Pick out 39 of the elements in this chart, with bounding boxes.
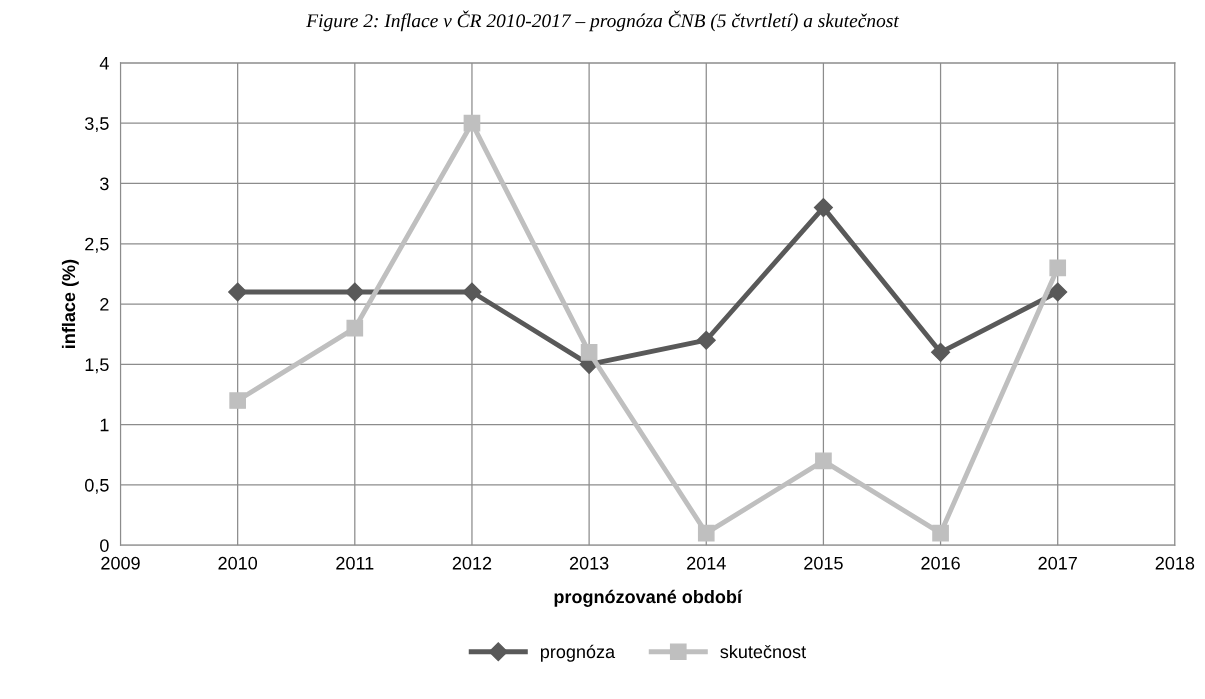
point bbox=[696, 330, 716, 350]
point bbox=[815, 452, 832, 470]
point bbox=[228, 282, 248, 302]
y-tick-label: 1,5 bbox=[85, 358, 109, 374]
x-tick-label: 2011 bbox=[336, 556, 374, 570]
y-tick-label: 2,5 bbox=[85, 237, 109, 253]
point bbox=[813, 198, 833, 218]
point bbox=[462, 282, 482, 302]
y-tick-label: 0,5 bbox=[85, 478, 109, 494]
chart-title: Figure 2: Inflace v ČR 2010-2017 – prognóza ČNB (5 čtvrtletí) a skutečnost bbox=[306, 10, 900, 32]
point bbox=[697, 524, 715, 542]
point bbox=[580, 343, 598, 361]
point bbox=[229, 392, 246, 409]
x-tick-label: 2017 bbox=[1038, 556, 1077, 570]
x-tick-label: 2016 bbox=[921, 556, 960, 570]
x-tick-label: 2018 bbox=[1155, 556, 1195, 570]
point bbox=[1049, 259, 1067, 277]
legend-label: prognóza bbox=[540, 644, 616, 662]
y-tick-label: 4 bbox=[99, 57, 109, 70]
x-tick-label: 2013 bbox=[569, 556, 609, 570]
y-tick-label: 3 bbox=[100, 177, 109, 191]
point bbox=[1048, 282, 1068, 302]
point bbox=[931, 342, 951, 362]
x-tick-label: 2009 bbox=[101, 556, 140, 570]
point bbox=[463, 114, 481, 132]
x-tick-label: 2015 bbox=[804, 556, 843, 570]
y-tick-label: 1 bbox=[100, 418, 109, 432]
x-axis-title: prognózované období bbox=[554, 589, 743, 607]
y-tick-label: 2 bbox=[100, 298, 109, 311]
legend-label: skutečnost bbox=[720, 644, 806, 659]
x-tick-label: 2014 bbox=[687, 556, 726, 570]
y-tick-label: 0 bbox=[100, 539, 109, 552]
point bbox=[932, 524, 949, 542]
y-tick-label: 3,5 bbox=[84, 117, 109, 133]
x-tick-label: 2010 bbox=[218, 556, 258, 570]
x-tick-label: 2012 bbox=[452, 556, 492, 570]
point bbox=[345, 282, 365, 302]
point bbox=[346, 319, 364, 337]
y-axis-title: inflace (%) bbox=[61, 259, 79, 348]
